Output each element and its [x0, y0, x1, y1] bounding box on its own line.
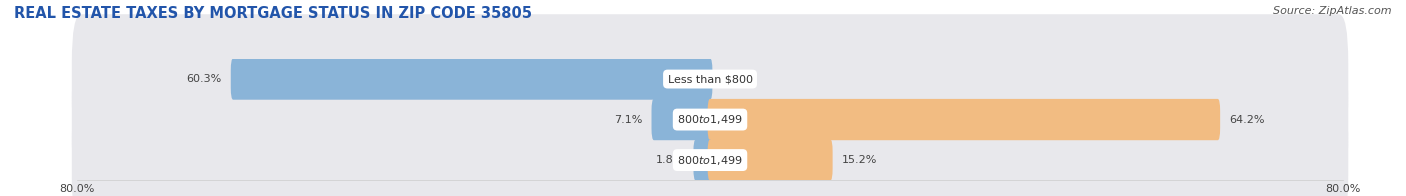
FancyBboxPatch shape: [707, 99, 1220, 140]
FancyBboxPatch shape: [231, 58, 713, 100]
FancyBboxPatch shape: [72, 95, 1348, 196]
Text: 15.2%: 15.2%: [842, 155, 877, 165]
FancyBboxPatch shape: [707, 139, 832, 181]
Text: 64.2%: 64.2%: [1230, 114, 1265, 125]
Text: 1.8%: 1.8%: [655, 155, 683, 165]
FancyBboxPatch shape: [72, 14, 1348, 144]
Text: $800 to $1,499: $800 to $1,499: [678, 113, 742, 126]
Text: 7.1%: 7.1%: [613, 114, 643, 125]
FancyBboxPatch shape: [693, 139, 713, 181]
Text: REAL ESTATE TAXES BY MORTGAGE STATUS IN ZIP CODE 35805: REAL ESTATE TAXES BY MORTGAGE STATUS IN …: [14, 6, 531, 21]
FancyBboxPatch shape: [651, 99, 713, 140]
Text: Source: ZipAtlas.com: Source: ZipAtlas.com: [1274, 6, 1392, 16]
Text: Less than $800: Less than $800: [668, 74, 752, 84]
Text: 60.3%: 60.3%: [186, 74, 221, 84]
FancyBboxPatch shape: [72, 55, 1348, 184]
Text: $800 to $1,499: $800 to $1,499: [678, 154, 742, 167]
Text: 0.0%: 0.0%: [721, 74, 751, 84]
